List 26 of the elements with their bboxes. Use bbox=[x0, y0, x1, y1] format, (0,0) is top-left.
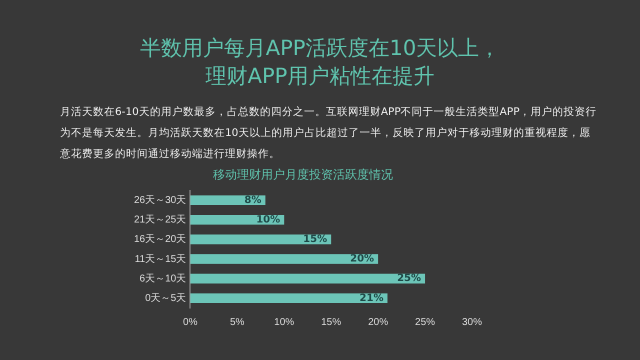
chart-subtitle: 月活天数在6-10天的用户数最多，占总数的四分之一。互联网理财APP不同于一般生活类型APP，用户的投资行为不是每天发生。月均活跃天数在10天以上的用户占比超过了一半，反映了用户对于移动理财的重视程度，愿意花费更多的时间通过移动端进行理财操作。 bbox=[60, 105, 598, 162]
x-tick-label: 30% bbox=[462, 316, 482, 328]
data-label: 25% bbox=[397, 273, 422, 284]
data-label: 20% bbox=[350, 254, 374, 265]
y-tick-label: 11天～15天 bbox=[134, 254, 186, 265]
data-label: 10% bbox=[256, 214, 280, 226]
data-label: 8% bbox=[244, 194, 262, 206]
y-tick-label: 26天～30天 bbox=[134, 194, 186, 206]
x-tick-label: 15% bbox=[321, 316, 342, 328]
x-tick-label: 20% bbox=[368, 316, 388, 328]
x-tick-label: 25% bbox=[415, 316, 436, 328]
chart-title: 半数用户每月APP活跃度在10天以上，理财APP用户粘性在提升 bbox=[139, 35, 501, 90]
bar bbox=[190, 254, 378, 264]
data-label: 21% bbox=[360, 292, 384, 304]
x-tick-label: 5% bbox=[230, 316, 245, 328]
y-tick-label: 21天～25天 bbox=[134, 214, 186, 226]
bar bbox=[190, 293, 388, 304]
bar bbox=[190, 234, 332, 244]
y-tick-label: 0天～5天 bbox=[145, 292, 186, 304]
data-label: 15% bbox=[303, 234, 328, 245]
y-tick-label: 16天～20天 bbox=[134, 234, 186, 246]
y-tick-label: 6天～10天 bbox=[140, 273, 186, 284]
bar bbox=[190, 274, 426, 284]
text: 移动理财用户月度投资活跃度情况 bbox=[213, 168, 393, 182]
x-tick-label: 0% bbox=[183, 316, 198, 328]
x-tick-label: 10% bbox=[274, 316, 294, 328]
